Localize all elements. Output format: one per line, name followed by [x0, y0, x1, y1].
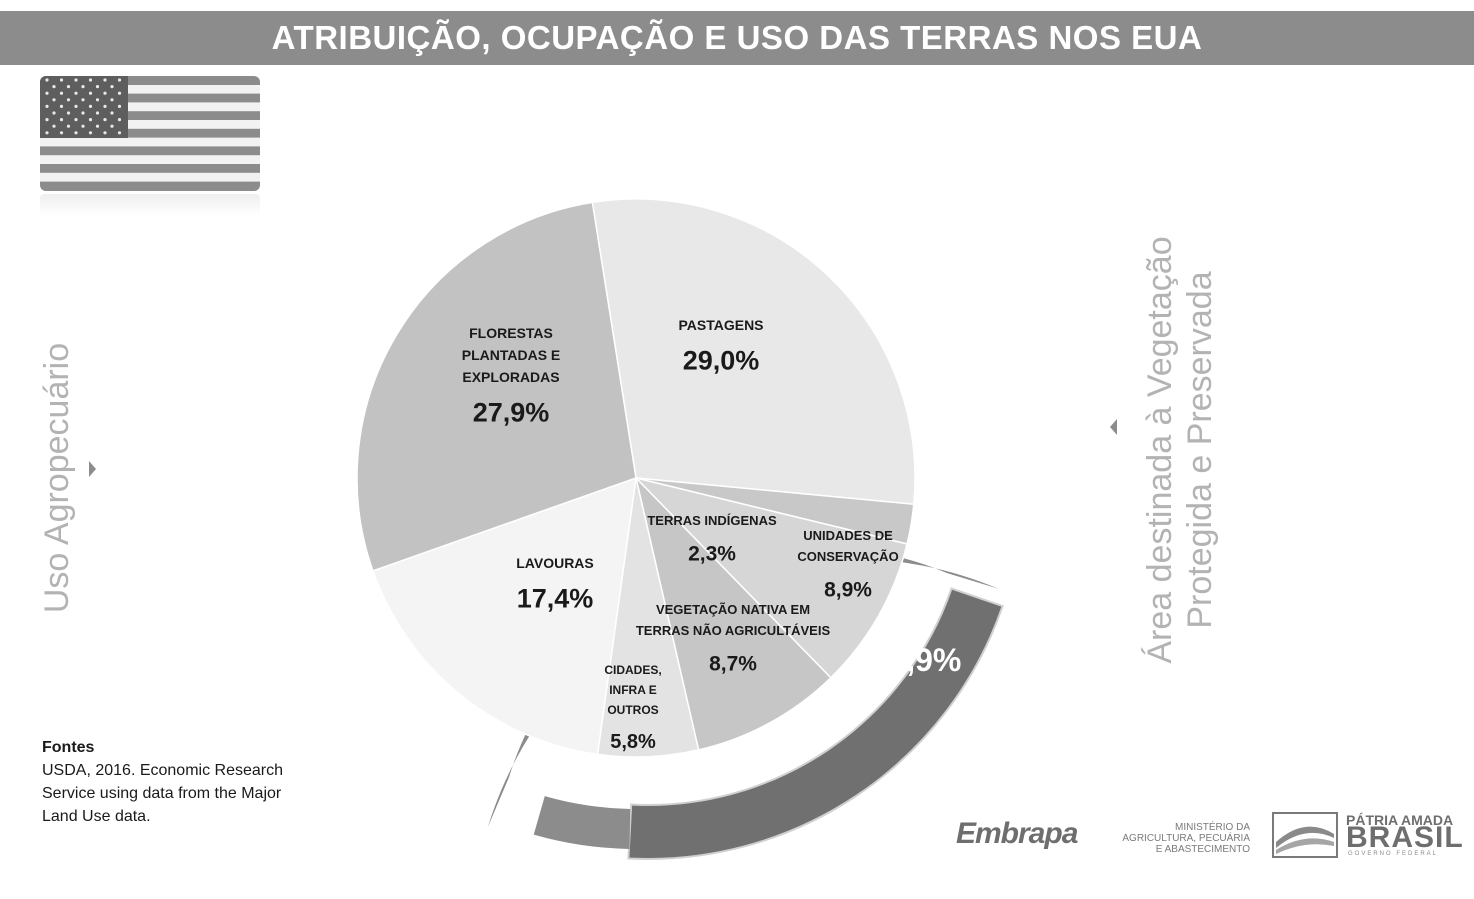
title-bar: ATRIBUIÇÃO, OCUPAÇÃO E USO DAS TERRAS NO…	[0, 11, 1474, 65]
pie-slice-lavouras	[371, 476, 637, 756]
ministry-logo-line1: MINISTÉRIO DA	[1174, 822, 1250, 833]
embrapa-logo: Embrapa	[956, 817, 1078, 850]
slice-value-vegetacao-nativa-em-terras-nao-agricultaveis: 8,7%	[709, 653, 757, 676]
us-flag-icon	[40, 76, 260, 191]
page-title: ATRIBUIÇÃO, OCUPAÇÃO E USO DAS TERRAS NO…	[271, 19, 1203, 56]
pie-slice-vegetacao-nativa-em-terras-nao-agricultaveis	[634, 475, 832, 751]
brasil-sub-text: GOVERNO FEDERAL	[1348, 851, 1439, 857]
slice-label-unidades-de-conservacao-line2: CONSERVAÇÃO	[797, 549, 898, 564]
pie-slice-pastagens	[591, 198, 916, 506]
brasil-top-text: PÁTRIA AMADA	[1346, 812, 1454, 828]
slice-label-florestas-plantadas-e-exploradas-line3: EXPLORADAS	[462, 369, 559, 385]
ministry-logo-line2: AGRICULTURA, PECUÁRIA	[1122, 833, 1250, 844]
slice-label-florestas-plantadas-e-exploradas-line2: PLANTADAS E	[462, 347, 561, 363]
slice-label-unidades-de-conservacao-line1: UNIDADES DE	[803, 528, 893, 543]
outer-ring-segment-gap	[533, 796, 631, 849]
slice-label-cidades-infra-e-outros-line1: CIDADES,	[604, 663, 661, 677]
slice-label-vegetacao-nativa-em-terras-nao-agricultaveis-line1: VEGETAÇÃO NATIVA EM	[656, 602, 810, 617]
slice-label-cidades-infra-e-outros-line2: INFRA E	[609, 683, 657, 697]
slice-label-vegetacao-nativa-em-terras-nao-agricultaveis-line2: TERRAS NÃO AGRICULTÁVEIS	[636, 623, 831, 638]
slice-value-cidades-infra-e-outros: 5,8%	[610, 731, 656, 753]
slice-value-florestas-plantadas-e-exploradas: 27,9%	[473, 398, 550, 428]
slice-label-terras-indigenas: TERRAS INDÍGENAS	[647, 513, 777, 528]
slice-value-pastagens: 29,0%	[683, 346, 760, 376]
sources: Fontes USDA, 2016. Economic Research Ser…	[42, 736, 312, 828]
slice-label-florestas-plantadas-e-exploradas-line1: FLORESTAS	[469, 325, 553, 341]
slice-value-terras-indigenas: 2,3%	[688, 543, 736, 566]
slice-value-lavouras: 17,4%	[517, 584, 594, 614]
flag-reflection	[40, 194, 260, 216]
slice-label-lavouras: LAVOURAS	[516, 555, 594, 571]
arrow-right-icon	[89, 461, 96, 477]
brasil-logo: PÁTRIA AMADA BRASIL GOVERNO FEDERAL	[1272, 812, 1463, 858]
ministry-logo-line3: E ABASTECIMENTO	[1155, 844, 1250, 855]
brasil-mark-icon	[1272, 812, 1338, 858]
pie-slice-unidades-de-conservacao	[633, 476, 908, 679]
arrow-left-icon	[1110, 419, 1117, 435]
slice-label-pastagens: PASTAGENS	[678, 317, 763, 333]
ministry-logo: MINISTÉRIO DA AGRICULTURA, PECUÁRIA E AB…	[1090, 822, 1250, 855]
outer-ring-value-protected: 19,9%	[871, 642, 962, 678]
outer-ring-value-agro: 74,3%	[267, 452, 346, 483]
outer-ring-segment-protected	[627, 587, 1004, 860]
slice-value-unidades-de-conservacao: 8,9%	[824, 579, 872, 602]
pie-slice-florestas-plantadas-e-exploradas	[356, 201, 637, 572]
sources-title: Fontes	[42, 739, 95, 756]
brasil-main-text: BRASIL	[1346, 821, 1464, 854]
sources-text: USDA, 2016. Economic Research Service us…	[42, 762, 283, 825]
slice-label-cidades-infra-e-outros-line3: OUTROS	[607, 703, 658, 717]
